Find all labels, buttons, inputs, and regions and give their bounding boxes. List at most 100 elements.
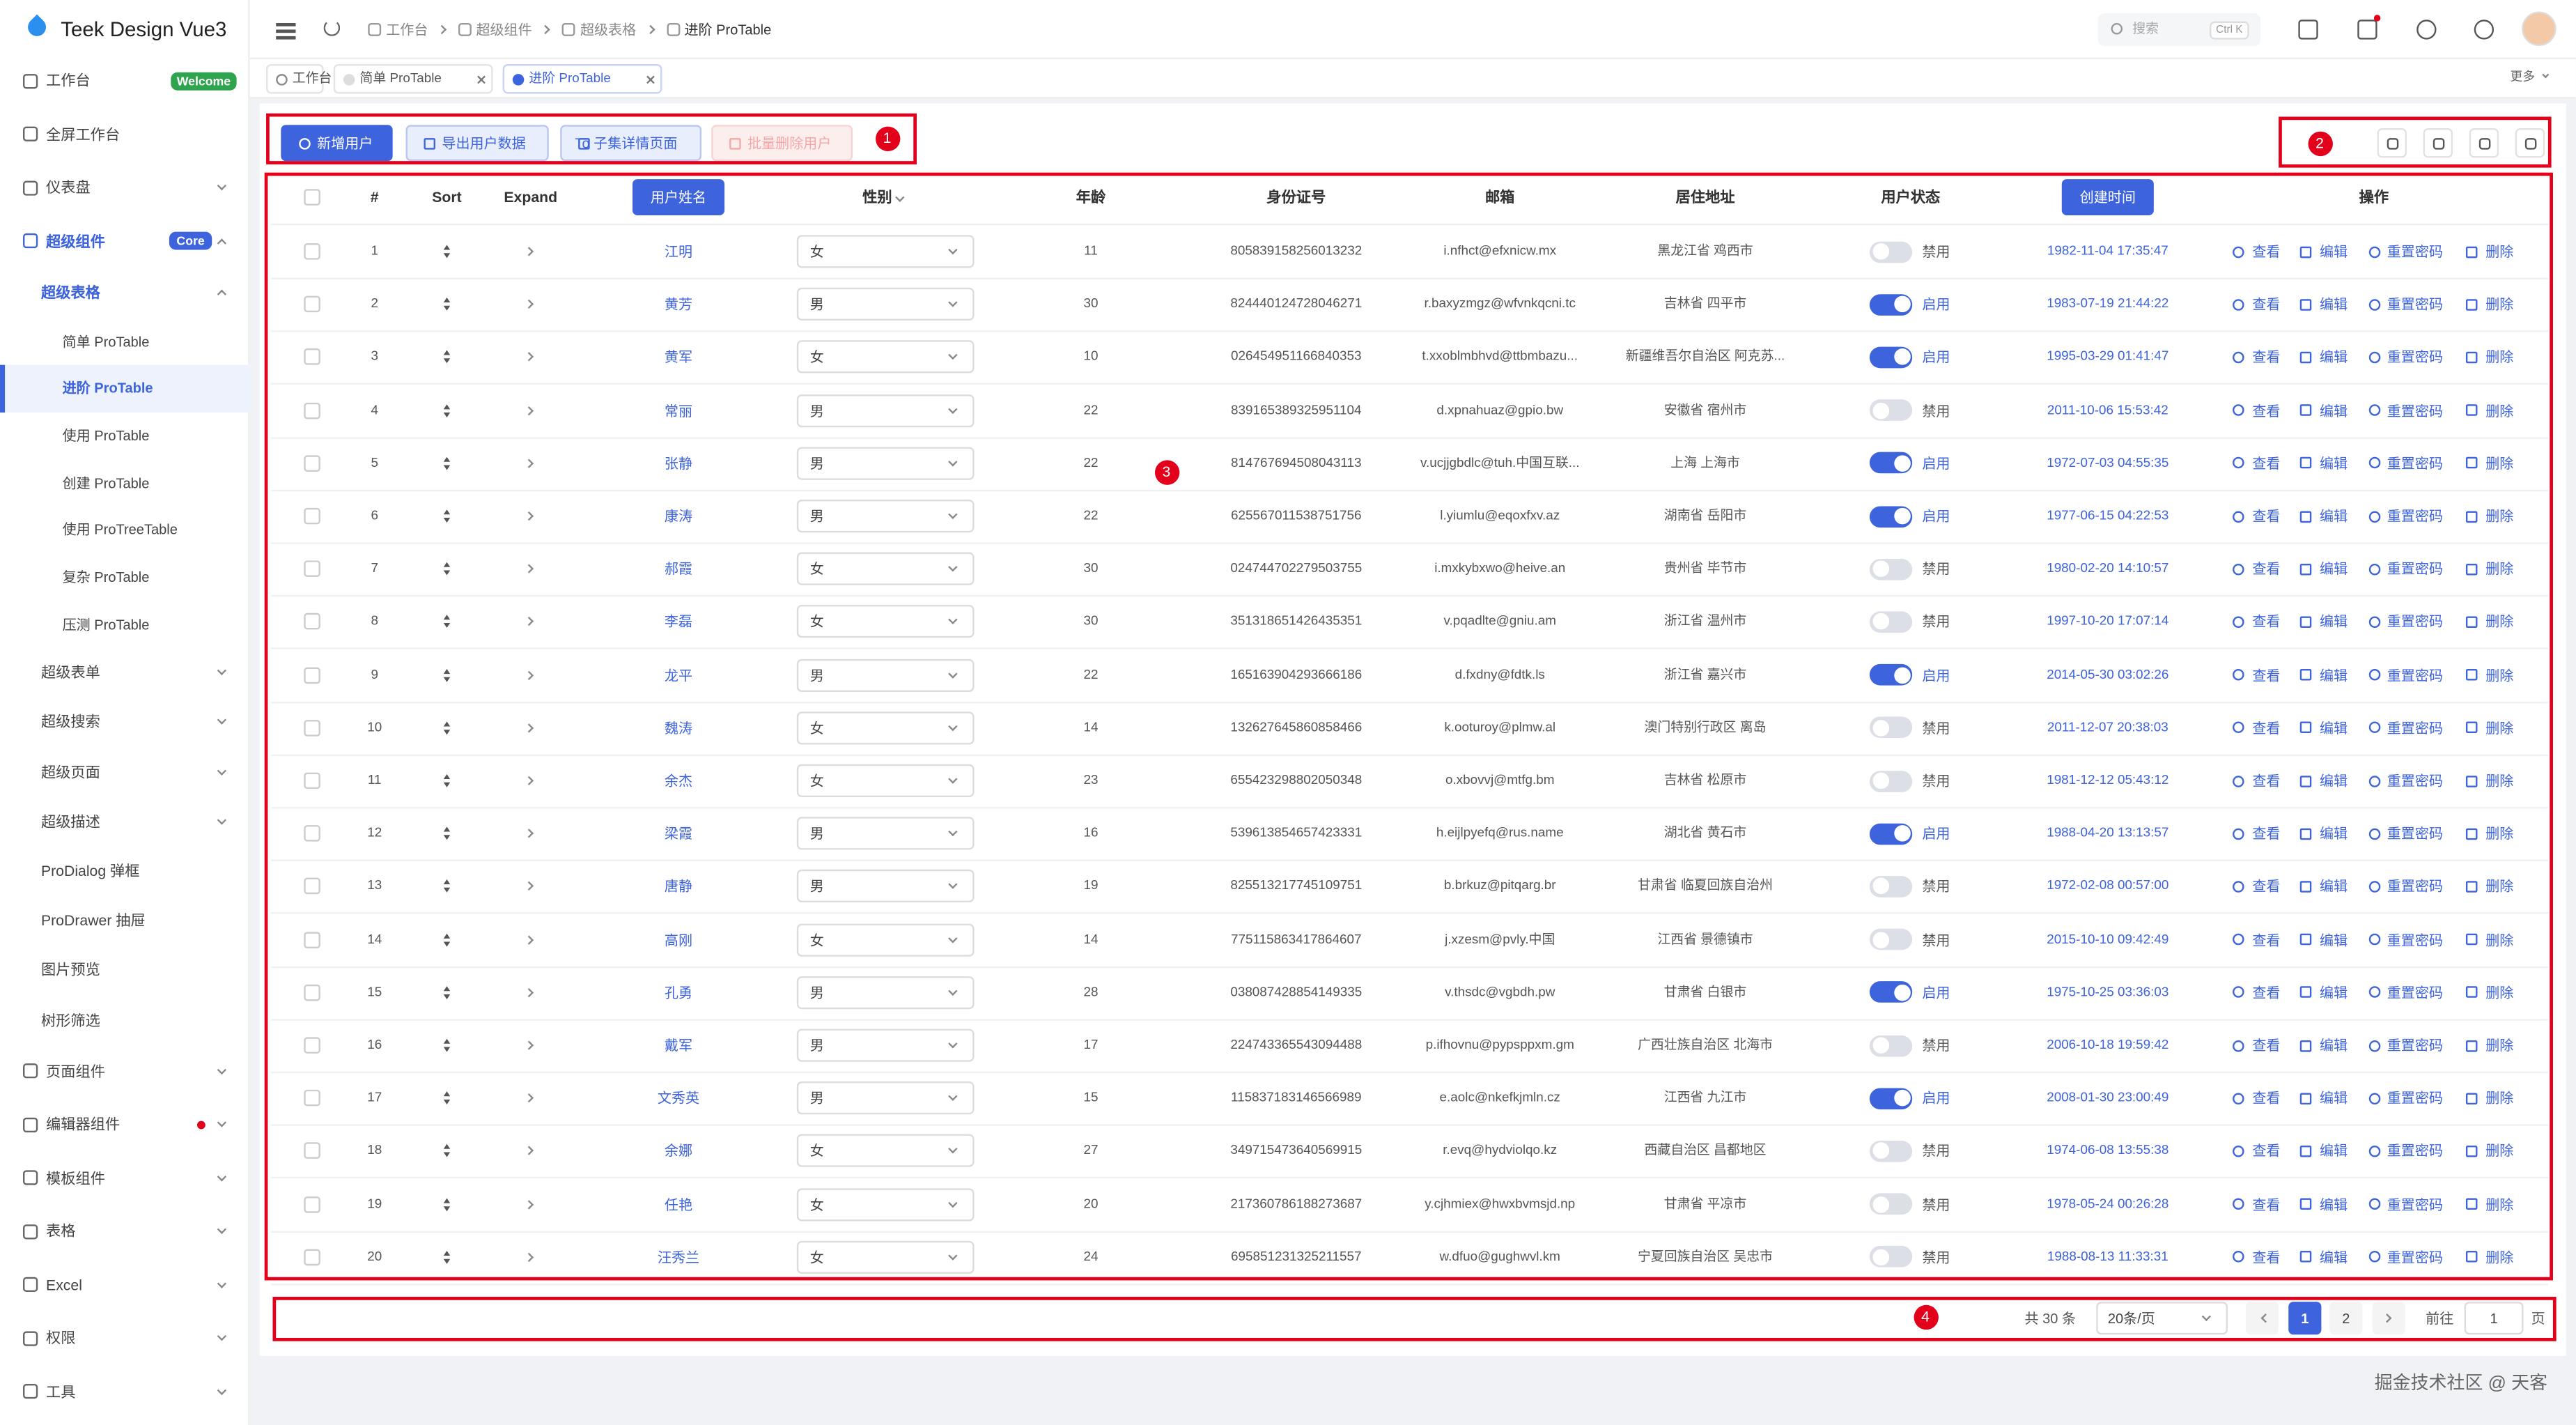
action-link[interactable]: 编辑 [2320,1090,2348,1107]
drag-handle[interactable] [443,403,451,409]
gender-select[interactable] [796,341,975,374]
drag-handle[interactable] [443,623,451,629]
header-icon[interactable] [2474,20,2494,40]
cell-name[interactable]: 唐静 [664,878,693,895]
action-link[interactable]: 编辑 [2320,243,2348,260]
page-button[interactable] [2288,1302,2322,1335]
cell-name[interactable]: 龙平 [664,666,693,684]
drag-handle[interactable] [443,668,451,674]
cell-name[interactable]: 高刚 [664,931,693,948]
action-link[interactable]: 重置密码 [2387,1090,2443,1107]
menu-toggle[interactable] [276,23,296,26]
action-link[interactable]: 重置密码 [2387,1249,2443,1265]
action-link[interactable]: 删除 [2485,666,2514,684]
action-link[interactable]: 查看 [2252,296,2281,313]
action-link[interactable]: 查看 [2252,348,2281,366]
menu-item[interactable]: 简单 ProTable [62,332,150,350]
action-link[interactable]: 重置密码 [2387,1196,2443,1212]
cell-name[interactable]: 郝霞 [664,560,693,578]
action-link[interactable]: 重置密码 [2387,984,2443,1001]
gender-select[interactable] [796,552,975,586]
header-icon[interactable] [2357,20,2377,40]
toolbar-icon-button[interactable] [2377,128,2407,158]
menu-item[interactable]: 编辑器组件 [46,1116,121,1134]
drag-handle[interactable] [443,888,451,893]
menu-item[interactable]: 进阶 ProTable [62,380,153,397]
gender-select[interactable] [796,235,975,268]
page-button[interactable] [2329,1302,2363,1335]
action-link[interactable]: 查看 [2252,666,2281,684]
action-link[interactable]: 删除 [2485,348,2514,366]
action-link[interactable]: 查看 [2252,984,2281,1001]
cell-name[interactable]: 文秀英 [657,1090,700,1107]
menu-item[interactable]: 超级页面 [40,763,100,780]
action-link[interactable]: 重置密码 [2387,1037,2443,1054]
cell-name[interactable]: 余娜 [664,1143,693,1160]
row-checkbox[interactable] [304,1143,320,1160]
gender-select[interactable] [796,1134,975,1168]
menu-item[interactable]: 全屏工作台 [46,126,121,143]
action-link[interactable]: 查看 [2252,560,2281,578]
action-link[interactable]: 删除 [2485,931,2514,948]
action-link[interactable]: 删除 [2485,719,2514,737]
drag-handle[interactable] [443,1258,451,1264]
gender-select[interactable] [796,500,975,533]
goto-input[interactable] [2464,1302,2524,1335]
action-link[interactable]: 删除 [2485,1090,2514,1107]
action-link[interactable]: 编辑 [2320,825,2348,842]
action-link[interactable]: 查看 [2252,1143,2281,1160]
cell-name[interactable]: 汪秀兰 [657,1249,700,1265]
drag-handle[interactable] [443,985,451,991]
action-link[interactable]: 重置密码 [2387,613,2443,631]
action-link[interactable]: 删除 [2485,1249,2514,1265]
action-link[interactable]: 重置密码 [2387,1143,2443,1160]
drag-handle[interactable] [443,676,451,681]
drag-handle[interactable] [443,1038,451,1044]
action-link[interactable]: 查看 [2252,1196,2281,1212]
menu-item[interactable]: 复杂 ProTable [62,569,150,585]
menu-item[interactable]: 仪表盘 [46,179,91,197]
cell-name[interactable]: 康涛 [664,507,693,525]
row-checkbox[interactable] [304,1249,320,1265]
drag-handle[interactable] [443,994,451,999]
prev-page[interactable] [2245,1302,2279,1335]
tab[interactable] [502,63,662,94]
breadcrumb-item[interactable]: 工作台 [386,21,428,38]
row-checkbox[interactable] [304,825,320,842]
menu-toggle[interactable] [276,36,296,39]
row-checkbox[interactable] [304,296,320,313]
action-link[interactable]: 查看 [2252,772,2281,789]
next-page[interactable] [2372,1302,2405,1335]
menu-item[interactable]: Excel [46,1277,82,1294]
action-link[interactable]: 查看 [2252,613,2281,631]
gender-select[interactable] [796,394,975,427]
cell-name[interactable]: 江明 [664,243,693,260]
drag-handle[interactable] [443,729,451,734]
header-icon[interactable] [2416,20,2437,40]
drag-handle[interactable] [443,773,451,780]
gender-select[interactable] [796,605,975,639]
row-checkbox[interactable] [304,243,320,260]
action-link[interactable]: 编辑 [2320,296,2348,313]
drag-handle[interactable] [443,306,451,311]
drag-handle[interactable] [443,1091,451,1097]
action-link[interactable]: 删除 [2485,878,2514,895]
drag-handle[interactable] [443,1250,451,1256]
drag-handle[interactable] [443,1100,451,1105]
drag-handle[interactable] [443,879,451,885]
action-link[interactable]: 查看 [2252,931,2281,948]
action-link[interactable]: 查看 [2252,719,2281,737]
drag-handle[interactable] [443,253,451,259]
gender-select[interactable] [796,923,975,956]
gender-select[interactable] [796,658,975,692]
action-link[interactable]: 删除 [2485,560,2514,578]
gender-select[interactable] [796,870,975,903]
gender-select[interactable] [796,288,975,321]
cell-name[interactable]: 黄军 [664,348,693,366]
action-link[interactable]: 删除 [2485,1037,2514,1054]
action-link[interactable]: 删除 [2485,613,2514,631]
action-link[interactable]: 删除 [2485,296,2514,313]
action-link[interactable]: 重置密码 [2387,507,2443,525]
menu-item[interactable]: 树形筛选 [40,1012,100,1029]
cell-name[interactable]: 梁霞 [664,825,693,842]
